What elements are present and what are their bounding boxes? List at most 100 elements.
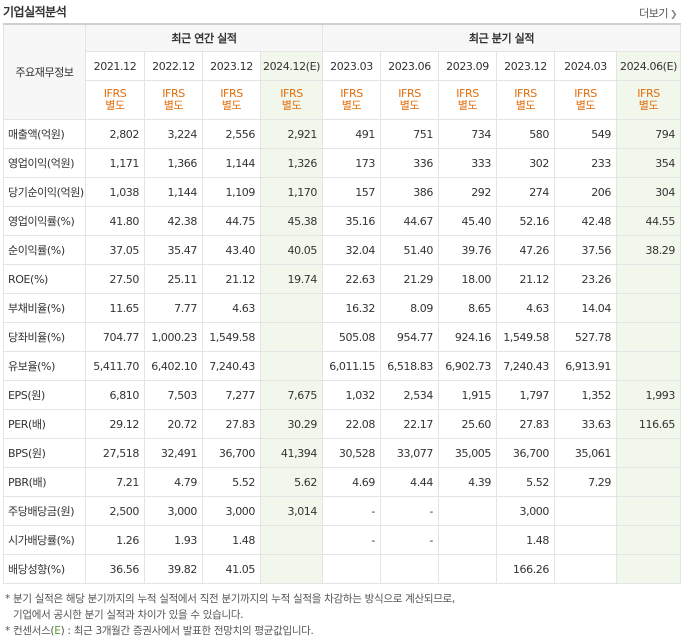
row-label: 유보율(%)	[3, 351, 86, 381]
value-cell	[438, 554, 497, 584]
value-cell: 6,810	[85, 380, 145, 410]
basis-standard: IFRS	[340, 87, 363, 100]
value-cell: 4.44	[380, 467, 439, 497]
value-cell: 206	[554, 177, 617, 207]
row-label: 매출액(억원)	[3, 119, 86, 149]
value-cell: 292	[438, 177, 497, 207]
value-cell	[616, 322, 681, 352]
value-cell: -	[322, 525, 381, 555]
row-label: 시가배당률(%)	[3, 525, 86, 555]
value-cell: 35,005	[438, 438, 497, 468]
value-cell: -	[322, 496, 381, 526]
value-cell: 924.16	[438, 322, 497, 352]
more-link[interactable]: 더보기 ❯	[639, 5, 677, 21]
value-cell: 30.29	[260, 409, 323, 439]
value-cell: 45.40	[438, 206, 497, 236]
value-cell: 41.80	[85, 206, 145, 236]
value-cell: 7,240.43	[202, 351, 261, 381]
period-header: 2023.12	[202, 51, 261, 81]
row-label: 배당성향(%)	[3, 554, 86, 584]
table-row: PBR(배) 7.21 4.79 5.52 5.62 4.69 4.44 4.39 5.52 7.…	[3, 467, 681, 497]
value-cell: 27.50	[85, 264, 145, 294]
value-cell: 38.29	[616, 235, 681, 265]
basis-header: IFRS 별도	[202, 80, 261, 120]
value-cell: 27.83	[202, 409, 261, 439]
value-cell: 44.55	[616, 206, 681, 236]
value-cell: 5.62	[260, 467, 323, 497]
basis-type: 별도	[341, 99, 362, 112]
value-cell	[260, 322, 323, 352]
table-row: PER(배) 29.12 20.72 27.83 30.29 22.08 22.17 25.6…	[3, 409, 681, 439]
value-cell: 25.11	[144, 264, 203, 294]
value-cell	[260, 351, 323, 381]
value-cell: 1.48	[496, 525, 555, 555]
value-cell: 1,326	[260, 148, 323, 178]
value-cell: 35.16	[322, 206, 381, 236]
value-cell: 47.26	[496, 235, 555, 265]
value-cell: 1,549.58	[202, 322, 261, 352]
value-cell: 1,032	[322, 380, 381, 410]
value-cell: 954.77	[380, 322, 439, 352]
period-header: 2021.12	[85, 51, 145, 81]
basis-header: IFRS 별도	[554, 80, 617, 120]
row-label: 부채비율(%)	[3, 293, 86, 323]
value-cell: 1,144	[144, 177, 203, 207]
table-row: 매출액(억원) 2,802 3,224 2,556 2,921 491 751 734 580 5…	[3, 119, 681, 149]
row-label: EPS(원)	[3, 380, 86, 410]
value-cell: 37.56	[554, 235, 617, 265]
value-cell: 14.04	[554, 293, 617, 323]
basis-type: 별도	[457, 99, 478, 112]
value-cell: 40.05	[260, 235, 323, 265]
basis-standard: IFRS	[637, 87, 660, 100]
table-row: 순이익률(%) 37.05 35.47 43.40 40.05 32.04 51.40 39.…	[3, 235, 681, 265]
value-cell: 33,077	[380, 438, 439, 468]
table-row: ROE(%) 27.50 25.11 21.12 19.74 22.63 21.29 18.0…	[3, 264, 681, 294]
value-cell: 33.63	[554, 409, 617, 439]
basis-header: IFRS 별도	[260, 80, 323, 120]
value-cell: 27.83	[496, 409, 555, 439]
value-cell: 20.72	[144, 409, 203, 439]
value-cell	[554, 496, 617, 526]
value-cell: 44.67	[380, 206, 439, 236]
value-cell	[260, 293, 323, 323]
value-cell: 4.79	[144, 467, 203, 497]
row-label: 영업이익률(%)	[3, 206, 86, 236]
table-body: 매출액(억원) 2,802 3,224 2,556 2,921 491 751 734 580 5…	[3, 119, 681, 584]
value-cell: 2,556	[202, 119, 261, 149]
value-cell: 30,528	[322, 438, 381, 468]
basis-standard: IFRS	[574, 87, 597, 100]
financial-summary-table: 주요재무정보 최근 연간 실적 최근 분기 실적 2021.12 2022.12 2…	[3, 23, 681, 584]
value-cell: 1,915	[438, 380, 497, 410]
value-cell: 42.48	[554, 206, 617, 236]
value-cell: 36.56	[85, 554, 145, 584]
value-cell: 2,921	[260, 119, 323, 149]
value-cell: 157	[322, 177, 381, 207]
value-cell: 7.29	[554, 467, 617, 497]
basis-header: IFRS 별도	[144, 80, 203, 120]
value-cell: 6,011.15	[322, 351, 381, 381]
value-cell: 4.39	[438, 467, 497, 497]
value-cell: 1,352	[554, 380, 617, 410]
value-cell: 2,534	[380, 380, 439, 410]
basis-type: 별도	[105, 99, 125, 112]
value-cell: 233	[554, 148, 617, 178]
table-row: 영업이익(억원) 1,171 1,366 1,144 1,326 173 336 333 302…	[3, 148, 681, 178]
table-row: 유보율(%) 5,411.70 6,402.10 7,240.43 6,011.15 6,…	[3, 351, 681, 381]
value-cell: 4.69	[322, 467, 381, 497]
value-cell	[554, 525, 617, 555]
value-cell: 21.29	[380, 264, 439, 294]
value-cell	[438, 525, 497, 555]
value-cell: 5.52	[496, 467, 555, 497]
value-cell: 41,394	[260, 438, 323, 468]
basis-header: IFRS 별도	[616, 80, 681, 120]
value-cell	[616, 293, 681, 323]
basis-header: IFRS 별도	[85, 80, 145, 120]
row-label: 영업이익(억원)	[3, 148, 86, 178]
table-row: BPS(원) 27,518 32,491 36,700 41,394 30,528 33,0…	[3, 438, 681, 468]
corner-header: 주요재무정보	[3, 23, 86, 120]
value-cell: 19.74	[260, 264, 323, 294]
value-cell: 7.77	[144, 293, 203, 323]
basis-type: 별도	[638, 99, 659, 112]
value-cell	[554, 554, 617, 584]
value-cell: 505.08	[322, 322, 381, 352]
